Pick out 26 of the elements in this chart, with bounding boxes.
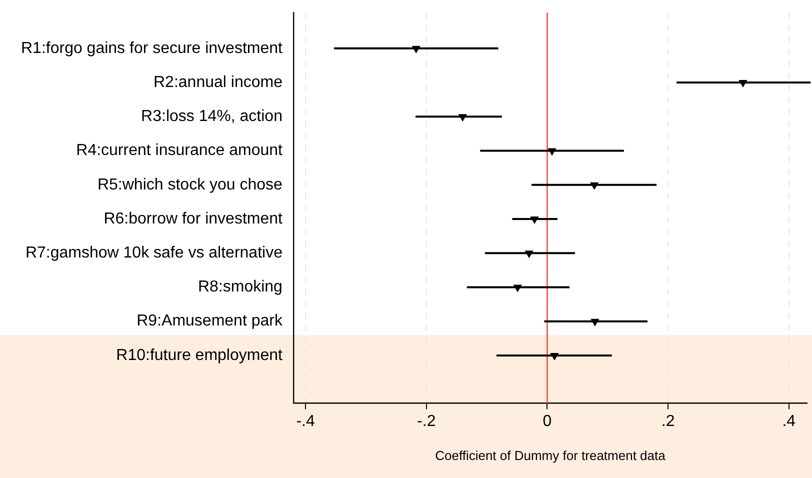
y-tick-label: R1:forgo gains for secure investment xyxy=(20,40,284,57)
point xyxy=(548,148,556,156)
x-tick-label: .4 xyxy=(782,413,796,430)
point xyxy=(590,182,598,190)
point xyxy=(550,352,558,360)
point xyxy=(525,250,534,258)
x-axis-title: Coefficient of Dummy for treatment data xyxy=(435,448,666,463)
y-tick-label: R7:gamshow 10k safe vs alternative xyxy=(25,244,283,262)
point xyxy=(514,284,522,292)
y-tick-label: R2:annual income xyxy=(153,74,283,91)
y-tick-label: R4:current insurance amount xyxy=(76,142,284,160)
x-tick-label: -.4 xyxy=(296,413,315,430)
y-tick-label: R9:Amusement park xyxy=(136,312,284,330)
point xyxy=(530,216,538,224)
y-tick-label: R3:loss 14%, action xyxy=(141,108,282,126)
y-tick-label: R10:future employment xyxy=(116,346,284,364)
x-tick-label: .2 xyxy=(661,413,675,430)
point xyxy=(458,114,467,122)
x-tick-label: -.2 xyxy=(417,413,436,430)
y-tick-label: R5:which stock you chose xyxy=(97,176,283,194)
point xyxy=(412,46,420,53)
y-tick-label: R8:smoking xyxy=(198,278,282,296)
y-tick-label: R6:borrow for investment xyxy=(104,210,284,228)
point xyxy=(738,80,747,88)
point xyxy=(590,318,599,326)
x-tick-label: 0 xyxy=(542,413,552,430)
